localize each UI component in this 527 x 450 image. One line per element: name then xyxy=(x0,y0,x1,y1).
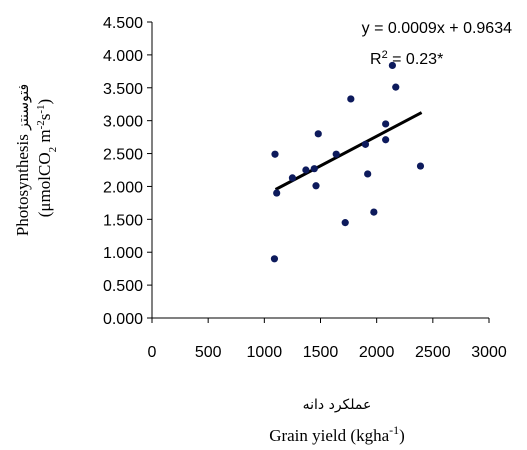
r-squared-base: R xyxy=(370,51,382,68)
x-tick-label: 3000 xyxy=(471,344,507,361)
y-tick-label: 0.500 xyxy=(103,278,143,295)
data-point xyxy=(332,150,340,158)
data-point xyxy=(312,182,320,190)
x-tick-label: 500 xyxy=(195,344,222,361)
r-squared-label: R2 = 0.23* xyxy=(370,49,443,68)
data-point xyxy=(347,95,355,103)
axes: 0.000 0.500 1.000 1.500 2.000 2.500 3.000 3.500… xyxy=(103,15,507,361)
data-point xyxy=(392,83,400,91)
y-tick-label: 2.500 xyxy=(103,147,143,164)
data-point xyxy=(388,61,396,70)
data-point xyxy=(270,255,279,263)
y-tick-label: 4.500 xyxy=(103,15,143,32)
y-tick-label: 2.000 xyxy=(103,179,143,196)
x-tick-label: 2500 xyxy=(415,344,451,361)
x-axis-label-persian: عملکرد دانه xyxy=(303,397,372,413)
x-axis-label-text: Grain yield (kgha xyxy=(269,426,389,445)
y-axis-unit: (μmolCO2 m-2s-1) xyxy=(35,99,59,217)
y-axis-unit-group: (μmolCO2 m-2s-1) xyxy=(35,99,59,217)
y-tick-label: 0.000 xyxy=(103,311,143,328)
y-axis-label-group: Photosynthesis فتوسنتز xyxy=(13,84,32,236)
x-tick-label: 1000 xyxy=(247,344,283,361)
y-unit-s: s xyxy=(35,114,54,121)
x-axis-label-end: ) xyxy=(399,426,405,445)
trendline xyxy=(274,111,423,191)
y-tick-label: 4.000 xyxy=(103,48,143,65)
x-axis-label: Grain yield (kgha-1) xyxy=(269,423,405,445)
data-point xyxy=(273,189,281,197)
y-axis-label: Photosynthesis فتوسنتز xyxy=(13,84,32,236)
y-unit-sup1: -2 xyxy=(35,120,47,129)
x-tick-label: 1500 xyxy=(303,344,339,361)
y-axis-label-text: Photosynthesis xyxy=(13,134,32,236)
y-unit-sub: 2 xyxy=(47,147,59,153)
y-tick-label: 3.500 xyxy=(103,81,143,98)
y-unit-sup2: -1 xyxy=(35,104,47,113)
y-unit-close: ) xyxy=(35,99,54,105)
data-point xyxy=(364,170,372,178)
x-tick-label: 0 xyxy=(148,344,157,361)
trendline-group xyxy=(274,111,423,191)
y-tick-label: 1.500 xyxy=(103,212,143,229)
y-unit-m: m xyxy=(35,129,54,146)
data-point xyxy=(382,120,390,128)
y-tick-label: 1.000 xyxy=(103,245,143,262)
data-point xyxy=(271,150,279,158)
data-point xyxy=(302,166,310,174)
data-point xyxy=(361,140,370,148)
data-point xyxy=(288,174,297,182)
x-axis-label-sup: -1 xyxy=(389,423,399,437)
r-squared-value: = 0.23* xyxy=(388,51,444,68)
data-point xyxy=(341,219,349,227)
r-squared-sup: 2 xyxy=(382,49,388,61)
y-unit-open: (μmolCO xyxy=(35,152,54,217)
x-tick-label: 2000 xyxy=(359,344,395,361)
points-group xyxy=(270,61,425,263)
data-point xyxy=(382,136,390,144)
data-point xyxy=(314,130,322,138)
regression-equation: y = 0.0009x + 0.9634 xyxy=(362,20,512,37)
data-point xyxy=(370,208,378,216)
y-tick-label: 3.000 xyxy=(103,114,143,131)
data-point xyxy=(416,162,425,170)
y-axis-label-persian: فتوسنتز xyxy=(16,84,32,131)
data-point xyxy=(310,165,318,173)
